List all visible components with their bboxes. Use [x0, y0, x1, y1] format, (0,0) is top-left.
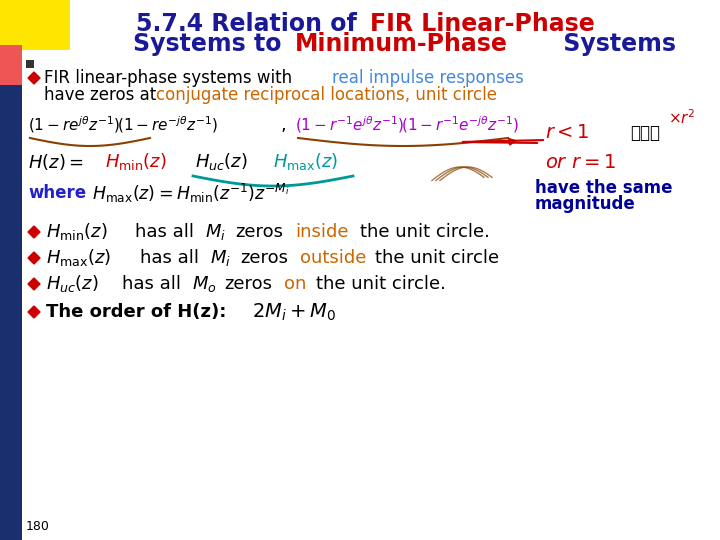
Text: The order of H(z):: The order of H(z): [46, 303, 226, 321]
Bar [26, 60, 34, 68]
Text: $H_{\max}(z)$: $H_{\max}(z)$ [46, 247, 112, 268]
Text: zeros: zeros [224, 275, 272, 293]
Text: zeros: zeros [240, 249, 288, 267]
Text: 180: 180 [26, 519, 50, 532]
Text: $H_{\min}(z)$: $H_{\min}(z)$ [46, 221, 108, 242]
Text: have the same: have the same [535, 179, 672, 197]
Text: conjugate reciprocal locations, unit circle: conjugate reciprocal locations, unit cir… [156, 86, 497, 104]
Text: Minimum-Phase: Minimum-Phase [295, 32, 508, 56]
Text: $H_{uc}\left(z\right)$: $H_{uc}\left(z\right)$ [195, 152, 248, 172]
Text: $H_{\min}\left(z\right)$: $H_{\min}\left(z\right)$ [105, 152, 167, 172]
Text: have zeros at: have zeros at [44, 86, 161, 104]
Text: $\left(1-r^{-1}e^{j\theta}z^{-1}\right)\!\left(1-r^{-1}e^{-j\theta}z^{-1}\right): $\left(1-r^{-1}e^{j\theta}z^{-1}\right)\… [295, 114, 519, 136]
Text: the unit circle: the unit circle [375, 249, 499, 267]
Text: 5.7.4 Relation of: 5.7.4 Relation of [136, 12, 365, 36]
Text: $H_{\max}\left(z\right)$: $H_{\max}\left(z\right)$ [273, 152, 338, 172]
Text: where: where [28, 184, 86, 202]
Text: the unit circle.: the unit circle. [360, 223, 490, 241]
Text: zeros: zeros [235, 223, 283, 241]
Text: $H_{\max}\left(z\right)=H_{\min}\left(z^{-1}\right)z^{-M_i}$: $H_{\max}\left(z\right)=H_{\min}\left(z^… [92, 181, 289, 205]
Text: inside: inside [295, 223, 348, 241]
Bar [0, 0, 22, 540]
Text: outside: outside [300, 249, 366, 267]
Bar [0, 45, 22, 85]
Polygon shape [28, 252, 40, 264]
Text: $\left(1-re^{j\theta}z^{-1}\right)\!\left(1-re^{-j\theta}z^{-1}\right)$: $\left(1-re^{j\theta}z^{-1}\right)\!\lef… [28, 114, 218, 136]
Text: real impulse responses: real impulse responses [332, 69, 524, 87]
Text: $2M_i+M_0$: $2M_i+M_0$ [252, 301, 336, 322]
Text: FIR linear-phase systems with: FIR linear-phase systems with [44, 69, 297, 87]
Text: FIR Linear-Phase: FIR Linear-Phase [370, 12, 595, 36]
Polygon shape [28, 278, 40, 290]
Text: $M_i$: $M_i$ [205, 222, 226, 242]
Text: $M_i$: $M_i$ [210, 248, 231, 268]
Text: $r<1$: $r<1$ [545, 124, 590, 143]
Text: has all: has all [140, 249, 199, 267]
Polygon shape [28, 72, 40, 84]
Text: Systems: Systems [555, 32, 676, 56]
Text: $H_{uc}(z)$: $H_{uc}(z)$ [46, 273, 99, 294]
Polygon shape [28, 306, 40, 318]
Text: $H\left(z\right)=$: $H\left(z\right)=$ [28, 152, 84, 172]
Text: $\times r^2$: $\times r^2$ [668, 109, 696, 127]
Text: has all: has all [135, 223, 194, 241]
Text: $,$: $,$ [280, 116, 286, 134]
Text: on: on [284, 275, 307, 293]
Text: $M_o$: $M_o$ [192, 274, 217, 294]
Text: Systems to: Systems to [133, 32, 290, 56]
Text: the unit circle.: the unit circle. [316, 275, 446, 293]
Bar [0, 0, 70, 50]
Text: has all: has all [122, 275, 181, 293]
Text: 或写成: 或写成 [630, 124, 660, 142]
Polygon shape [28, 226, 40, 238]
Text: $or\ r=1$: $or\ r=1$ [545, 152, 616, 172]
Text: magnitude: magnitude [535, 195, 636, 213]
